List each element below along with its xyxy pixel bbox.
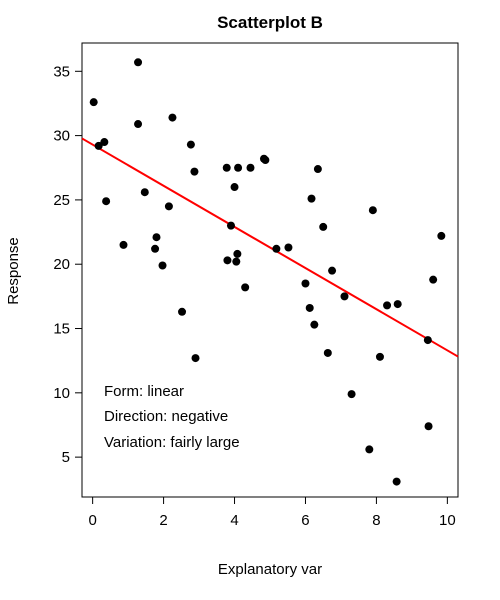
data-point [375,352,384,361]
x-axis-label: Explanatory var [218,561,322,578]
data-point [186,140,195,149]
data-point [340,292,349,301]
y-tick-label: 25 [53,192,70,209]
data-point [313,165,322,174]
data-point [226,221,235,230]
annotations: Form: linear Direction: negative Variati… [104,383,240,451]
data-point [102,197,111,206]
data-point [241,283,250,292]
x-tick-label: 0 [88,512,96,529]
data-point [222,163,231,172]
data-point [429,275,438,284]
data-point [140,188,149,197]
data-point [190,167,199,176]
annotation-direction: Direction: negative [104,408,228,425]
x-tick-label: 2 [159,512,167,529]
data-point [328,266,337,275]
data-point [178,307,187,316]
data-point [100,138,109,147]
x-tick-label: 4 [230,512,238,529]
data-point [365,445,374,454]
data-point [158,261,167,270]
data-point [246,163,255,172]
y-axis: 5 10 15 20 25 30 35 [53,63,82,466]
x-tick-label: 6 [301,512,309,529]
data-point [233,249,242,258]
y-tick-label: 20 [53,256,70,273]
data-point [152,233,161,242]
data-point [284,243,293,252]
data-point [134,120,143,129]
x-tick-label: 8 [372,512,380,529]
data-point [232,257,241,266]
y-tick-label: 35 [53,63,70,80]
y-axis-label: Response [5,237,22,305]
data-point [424,422,433,431]
data-point [151,244,160,253]
data-point [383,301,392,310]
data-point [261,156,270,165]
x-axis: 0 2 4 6 8 10 [88,497,456,529]
data-point [347,390,356,399]
data-point [393,300,402,309]
y-tick-label: 15 [53,321,70,338]
data-point [368,206,377,215]
data-point [301,279,310,288]
data-point [119,240,128,249]
y-tick-label: 30 [53,128,70,145]
y-tick-label: 10 [53,385,70,402]
data-point [310,320,319,329]
annotation-form: Form: linear [104,383,184,400]
data-point [168,113,177,122]
y-tick-label: 5 [62,449,70,466]
plot-frame [81,42,459,498]
data-point [392,477,401,486]
data-point [437,231,446,240]
fit-line-layer [81,137,459,358]
data-point [307,194,316,203]
data-point [191,354,200,363]
data-point [223,256,232,265]
data-point [319,222,328,231]
data-point [423,336,432,345]
data-point [134,58,143,67]
points-layer [89,58,446,486]
data-point [94,141,103,150]
regression-line [81,137,459,358]
data-point [234,163,243,172]
x-tick-label: 10 [439,512,456,529]
data-point [272,244,281,253]
data-point [230,183,239,192]
data-point [89,98,98,107]
data-point [305,303,314,312]
data-point [323,348,332,357]
annotation-variation: Variation: fairly large [104,434,240,451]
chart-title: Scatterplot B [217,13,323,32]
data-point [164,202,173,211]
